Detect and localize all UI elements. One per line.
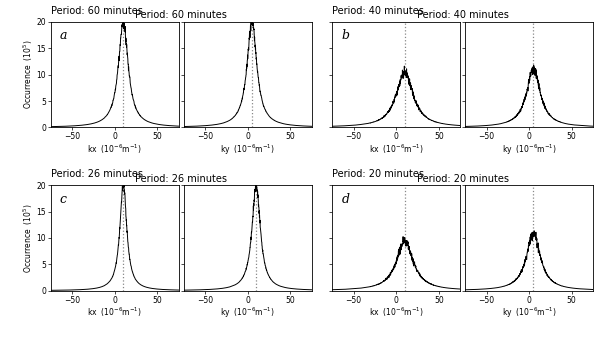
X-axis label: ky  (10$^{-6}$m$^{-1}$): ky (10$^{-6}$m$^{-1}$) bbox=[502, 143, 556, 157]
Text: Period: 60 minutes: Period: 60 minutes bbox=[135, 10, 227, 20]
Text: Period: 40 minutes: Period: 40 minutes bbox=[417, 10, 509, 20]
Y-axis label: Occurrence  (10$^{5}$): Occurrence (10$^{5}$) bbox=[22, 40, 35, 110]
X-axis label: ky  (10$^{-6}$m$^{-1}$): ky (10$^{-6}$m$^{-1}$) bbox=[502, 306, 556, 320]
X-axis label: kx  (10$^{-6}$m$^{-1}$): kx (10$^{-6}$m$^{-1}$) bbox=[87, 143, 142, 156]
X-axis label: kx  (10$^{-6}$m$^{-1}$): kx (10$^{-6}$m$^{-1}$) bbox=[369, 306, 423, 319]
Text: c: c bbox=[60, 193, 67, 206]
Text: Period: 26 minutes: Period: 26 minutes bbox=[135, 174, 227, 184]
Text: Period: 20 minutes: Period: 20 minutes bbox=[332, 169, 424, 179]
Y-axis label: Occurrence  (10$^{5}$): Occurrence (10$^{5}$) bbox=[22, 203, 35, 273]
X-axis label: ky  (10$^{-6}$m$^{-1}$): ky (10$^{-6}$m$^{-1}$) bbox=[220, 143, 275, 157]
Text: Period: 60 minutes: Period: 60 minutes bbox=[51, 6, 143, 16]
Text: b: b bbox=[341, 29, 349, 42]
Text: Period: 26 minutes: Period: 26 minutes bbox=[51, 169, 143, 179]
X-axis label: kx  (10$^{-6}$m$^{-1}$): kx (10$^{-6}$m$^{-1}$) bbox=[87, 306, 142, 319]
Text: Period: 40 minutes: Period: 40 minutes bbox=[332, 6, 424, 16]
Text: d: d bbox=[341, 193, 349, 206]
Text: a: a bbox=[60, 29, 67, 42]
Text: Period: 20 minutes: Period: 20 minutes bbox=[417, 174, 509, 184]
X-axis label: kx  (10$^{-6}$m$^{-1}$): kx (10$^{-6}$m$^{-1}$) bbox=[369, 143, 423, 156]
X-axis label: ky  (10$^{-6}$m$^{-1}$): ky (10$^{-6}$m$^{-1}$) bbox=[220, 306, 275, 320]
